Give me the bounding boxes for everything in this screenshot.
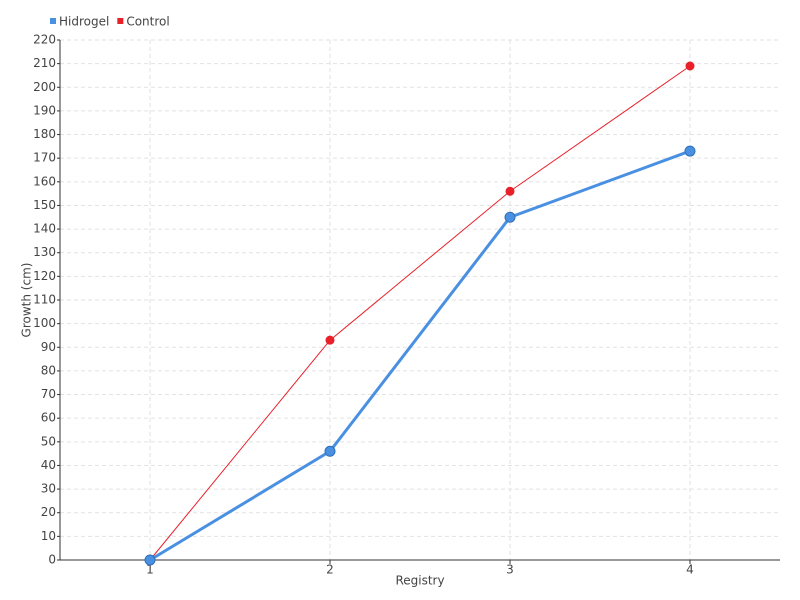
y-tick-label: 30: [41, 482, 56, 496]
y-tick-label: 180: [33, 127, 56, 141]
legend-label: Hidrogel: [59, 15, 109, 29]
y-tick-label: 70: [41, 387, 56, 401]
y-tick-label: 200: [33, 80, 56, 94]
y-tick-label: 20: [41, 505, 56, 519]
data-point: [505, 186, 515, 196]
y-tick-label: 60: [41, 411, 56, 425]
y-tick-label: 210: [33, 56, 56, 70]
y-tick-label: 130: [33, 245, 56, 259]
y-tick-label: 10: [41, 529, 56, 543]
legend-swatch: [50, 18, 56, 24]
x-tick-label: 4: [686, 563, 694, 577]
data-point: [684, 145, 696, 157]
data-point: [685, 61, 695, 71]
y-tick-label: 50: [41, 434, 56, 448]
data-point: [324, 445, 336, 457]
x-tick-label: 2: [326, 563, 334, 577]
x-tick-label: 3: [506, 563, 514, 577]
x-tick-label: 1: [146, 563, 154, 577]
y-tick-label: 140: [33, 222, 56, 236]
y-tick-label: 80: [41, 363, 56, 377]
legend-swatch: [117, 18, 124, 24]
y-tick-label: 190: [33, 103, 56, 117]
y-tick-label: 160: [33, 174, 56, 188]
y-tick-label: 90: [41, 340, 56, 354]
y-tick-label: 220: [33, 33, 56, 47]
y-tick-label: 40: [41, 458, 56, 472]
y-axis-title: Growth (cm): [20, 263, 34, 338]
y-tick-label: 150: [33, 198, 56, 212]
data-point: [504, 211, 516, 223]
y-tick-label: 120: [33, 269, 56, 283]
legend-label: Control: [126, 15, 169, 29]
series-line: [149, 149, 691, 562]
y-tick-label: 0: [48, 553, 56, 567]
series-line: [149, 65, 691, 561]
x-axis-title: Registry: [395, 574, 444, 588]
data-point: [325, 335, 335, 345]
y-tick-label: 100: [33, 316, 56, 330]
y-tick-label: 110: [33, 293, 56, 307]
y-tick-label: 170: [33, 151, 56, 165]
data-point: [144, 554, 156, 566]
